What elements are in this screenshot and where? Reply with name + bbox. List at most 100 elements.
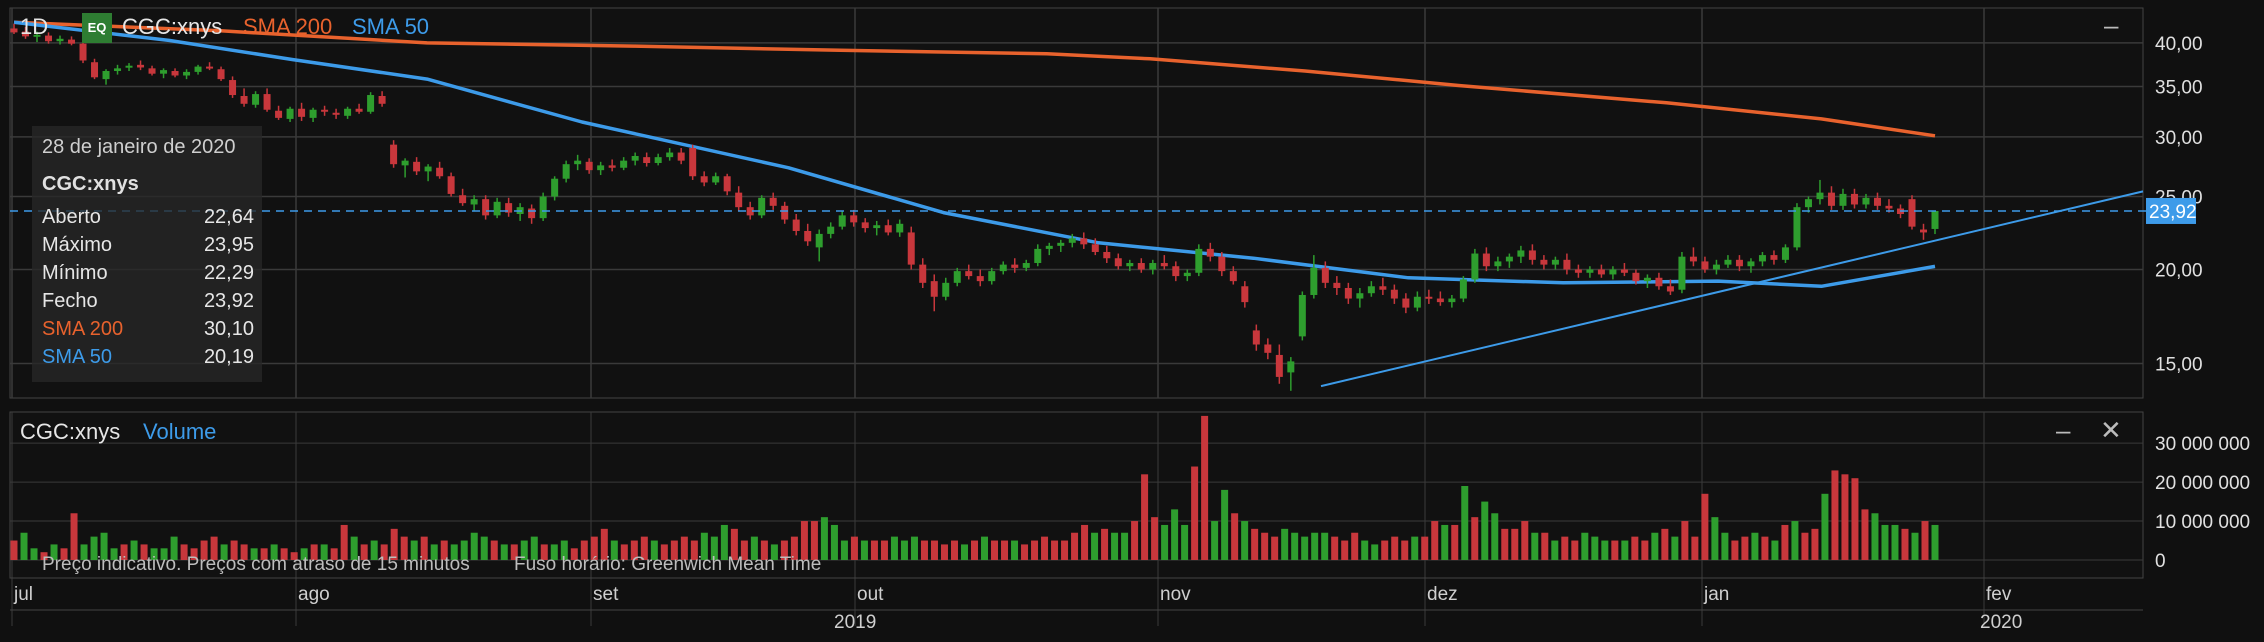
volume-bar xyxy=(971,540,978,560)
volume-bar xyxy=(1121,532,1129,560)
sma50-label[interactable]: SMA 50 xyxy=(352,14,430,39)
price-tick-label: 20,00 xyxy=(2155,260,2203,281)
volume-bar xyxy=(670,540,678,560)
volume-bar xyxy=(640,536,648,560)
volume-bar xyxy=(520,540,528,560)
candle-body xyxy=(896,223,904,233)
volume-bar xyxy=(790,536,798,560)
volume-bar xyxy=(1741,536,1749,560)
volume-bar xyxy=(1551,540,1559,560)
candle-body xyxy=(953,271,961,283)
tooltip-row-open: Aberto 22,64 xyxy=(42,206,254,228)
volume-bar xyxy=(30,548,38,560)
volume-bar xyxy=(60,548,68,560)
candle-body xyxy=(1367,286,1375,294)
sma50-path xyxy=(13,20,1936,289)
tooltip-row-high: Máximo 23,95 xyxy=(42,234,254,256)
candle-body xyxy=(171,71,179,76)
volume-bar xyxy=(80,544,88,560)
volume-bar xyxy=(300,548,308,560)
volume-tick-label: 30 000 000 xyxy=(2155,434,2250,455)
volume-bar xyxy=(1411,536,1419,560)
candle-body xyxy=(206,66,214,69)
volume-bar xyxy=(1311,532,1319,560)
volume-bar xyxy=(1891,524,1899,560)
symbol-label[interactable]: CGC:xnys xyxy=(122,14,223,39)
volume-bar xyxy=(1681,521,1689,560)
price-tick-label: 30,00 xyxy=(2155,128,2203,149)
volume-bar xyxy=(1801,532,1809,560)
volume-bar xyxy=(570,548,578,560)
volume-symbol-label[interactable]: CGC:xnys xyxy=(20,419,121,444)
candle-body xyxy=(390,144,398,165)
volume-bar xyxy=(190,548,198,560)
volume-bar xyxy=(700,532,708,560)
volume-bar xyxy=(870,540,878,560)
timezone-note: Fuso horário: Greenwich Mean Time xyxy=(514,554,822,575)
interval-label[interactable]: 1D xyxy=(20,14,49,39)
month-label: out xyxy=(857,584,884,605)
candle-body xyxy=(1436,298,1444,303)
volume-bar xyxy=(1861,509,1869,560)
volume-bar xyxy=(720,524,728,560)
candle-body xyxy=(459,195,467,204)
candle-body xyxy=(1586,269,1594,273)
candle-body xyxy=(804,230,812,242)
candle-body xyxy=(873,225,881,229)
candle-body xyxy=(861,222,869,229)
candle-body xyxy=(850,215,858,223)
volume-bar xyxy=(1711,517,1719,560)
volume-bar xyxy=(740,540,748,560)
volume-bar xyxy=(710,536,718,560)
volume-bar xyxy=(1061,540,1069,560)
year-label: 2020 xyxy=(1980,612,2022,633)
candle-body xyxy=(1356,293,1364,299)
volume-bar xyxy=(1571,540,1579,560)
minimize-icon[interactable]: – xyxy=(2104,10,2119,40)
volume-bar xyxy=(1441,524,1449,560)
year-label: 2019 xyxy=(834,612,876,633)
candle-body xyxy=(1517,250,1525,257)
candle-body xyxy=(1770,255,1778,260)
volume-bar xyxy=(1761,536,1769,560)
volume-bar xyxy=(1011,540,1019,560)
close-icon[interactable]: ✕ xyxy=(2100,415,2122,445)
volume-bar xyxy=(1081,524,1089,560)
minimize-volume-icon[interactable]: – xyxy=(2056,415,2071,445)
candle-body xyxy=(1643,277,1651,282)
candle-body xyxy=(1609,269,1617,275)
volume-bar xyxy=(1071,532,1079,560)
volume-bar xyxy=(1231,513,1239,560)
candle-body xyxy=(1287,361,1295,373)
volume-bar xyxy=(390,528,398,560)
price-tick-label: 40,00 xyxy=(2155,34,2203,55)
candle-body xyxy=(735,192,743,208)
candle-body xyxy=(344,108,352,116)
candle-body xyxy=(1689,256,1697,262)
volume-bar xyxy=(1341,540,1349,560)
candle-body xyxy=(1574,269,1582,273)
sma200-label[interactable]: SMA 200 xyxy=(243,14,333,39)
candle-body xyxy=(838,215,846,227)
volume-bar xyxy=(450,544,458,560)
volume-bar xyxy=(1321,532,1329,560)
candle-body xyxy=(1505,256,1513,262)
candle-body xyxy=(1540,259,1548,265)
volume-bar xyxy=(1851,478,1859,560)
volume-label[interactable]: Volume xyxy=(143,419,217,444)
volume-bar xyxy=(780,540,788,560)
volume-bar xyxy=(50,544,58,560)
volume-bar xyxy=(100,532,108,560)
volume-bar xyxy=(120,544,128,560)
candle-body xyxy=(930,281,938,297)
volume-bar xyxy=(580,540,588,560)
candle-body xyxy=(160,70,168,74)
candle-body xyxy=(1885,205,1893,209)
volume-bar xyxy=(260,548,268,560)
volume-bar xyxy=(1291,532,1299,560)
volume-bar xyxy=(1481,501,1489,560)
volume-bar xyxy=(800,521,808,560)
candle-body xyxy=(551,178,559,197)
volume-bar xyxy=(1831,470,1839,560)
volume-bar xyxy=(981,536,989,560)
